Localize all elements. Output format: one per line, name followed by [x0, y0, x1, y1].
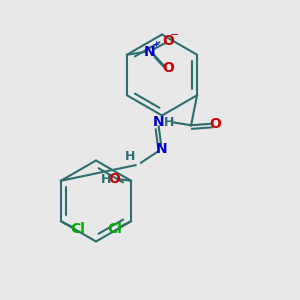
Text: O: O [109, 172, 121, 186]
Text: O: O [162, 61, 174, 75]
Text: H: H [125, 150, 135, 163]
Text: N: N [144, 45, 155, 59]
Text: H: H [164, 116, 174, 129]
Text: N: N [153, 115, 164, 129]
Text: N: N [155, 142, 167, 156]
Text: −: − [170, 30, 179, 40]
Text: H: H [101, 173, 111, 186]
Text: +: + [153, 40, 160, 49]
Text: O: O [162, 34, 174, 48]
Text: Cl: Cl [70, 222, 85, 236]
Text: O: O [209, 117, 221, 131]
Text: Cl: Cl [107, 222, 122, 236]
